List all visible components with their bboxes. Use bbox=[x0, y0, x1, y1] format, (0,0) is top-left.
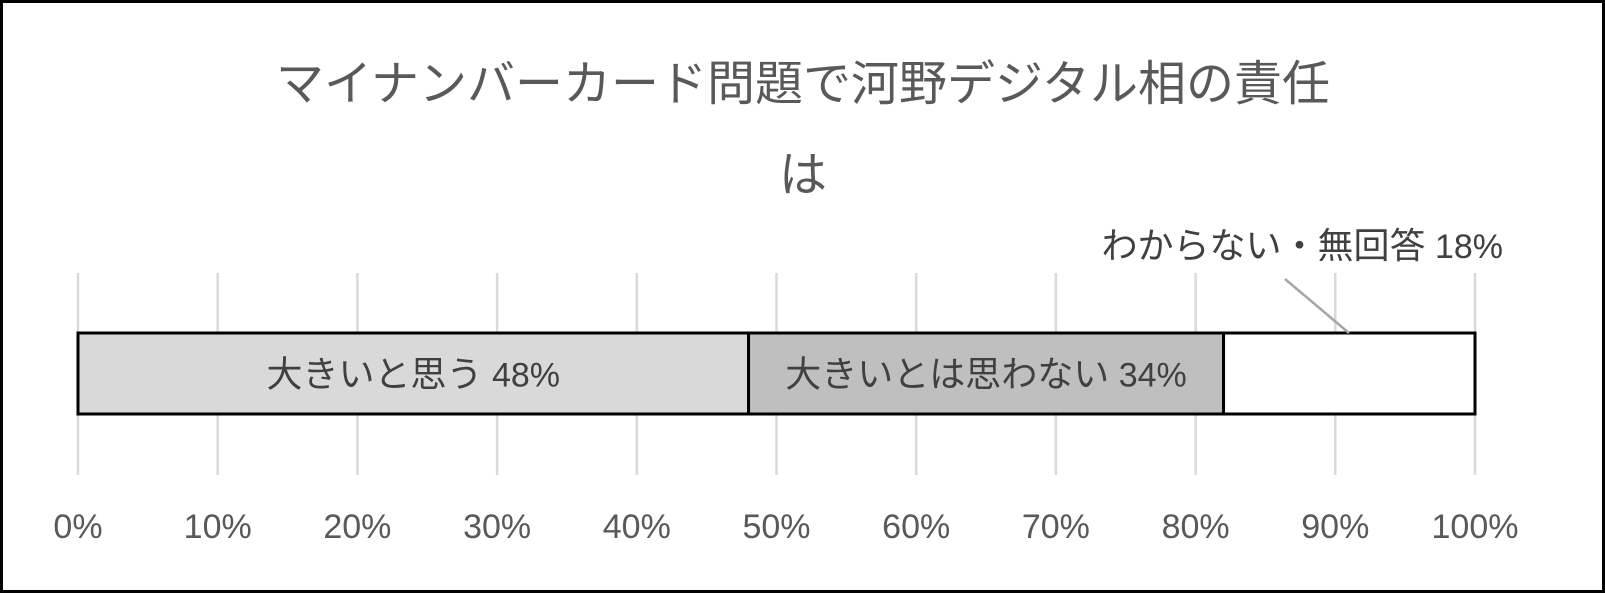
x-tick-label: 40% bbox=[603, 508, 671, 546]
x-tick-label: 20% bbox=[323, 508, 391, 546]
chart-title-line-1: マイナンバーカード問題で河野デジタル相の責任 bbox=[276, 56, 1330, 112]
segment-label: 大きいと思う 48% bbox=[267, 355, 561, 396]
x-axis-tick-labels: 0% 10% 20% 30% 40% 50% 60% 70% 80% 90% 100% bbox=[53, 508, 1518, 546]
bar-segment bbox=[1222, 331, 1477, 416]
x-tick-label: 30% bbox=[463, 508, 531, 546]
x-tick-label: 0% bbox=[53, 508, 102, 546]
x-tick-label: 80% bbox=[1162, 508, 1230, 546]
x-tick-label: 50% bbox=[742, 508, 810, 546]
segment-label: 大きいとは思わない 34% bbox=[785, 355, 1187, 396]
callout-label: わからない・無回答 18% bbox=[1101, 226, 1503, 267]
x-tick-label: 60% bbox=[882, 508, 950, 546]
chart-svg: マイナンバーカード問題で河野デジタル相の責任 は 大きいと思う 48% 大きいとは… bbox=[53, 56, 1518, 546]
bar-segment bbox=[747, 331, 1226, 416]
data-labels: 大きいと思う 48% 大きいとは思わない 34% わからない・無回答 18% bbox=[267, 226, 1503, 396]
bar-segment bbox=[76, 331, 751, 416]
x-tick-label: 100% bbox=[1432, 508, 1519, 546]
stacked-bar bbox=[76, 331, 1477, 416]
x-tick-label: 90% bbox=[1301, 508, 1369, 546]
chart-title-line-2: は bbox=[779, 147, 827, 203]
x-tick-label: 10% bbox=[184, 508, 252, 546]
callout-leader-line bbox=[1284, 278, 1350, 334]
x-tick-label: 70% bbox=[1022, 508, 1090, 546]
